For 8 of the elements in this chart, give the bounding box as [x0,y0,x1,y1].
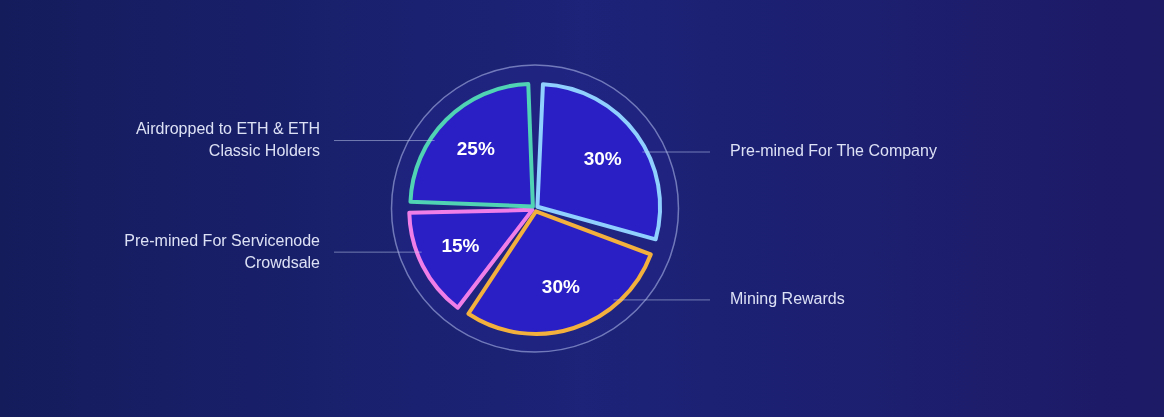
slice-label: Pre-mined For The Company [730,142,937,160]
slice-label: Airdropped to ETH & ETH Classic Holders [135,119,320,159]
slice-label: Mining Rewards [730,290,845,308]
data-label: 25% [456,137,495,159]
data-label: 15% [441,234,480,256]
data-label: 30% [583,147,622,169]
data-label: 30% [541,276,580,298]
slice-label: Pre-mined For Servicenode Crowdsale [124,231,321,271]
